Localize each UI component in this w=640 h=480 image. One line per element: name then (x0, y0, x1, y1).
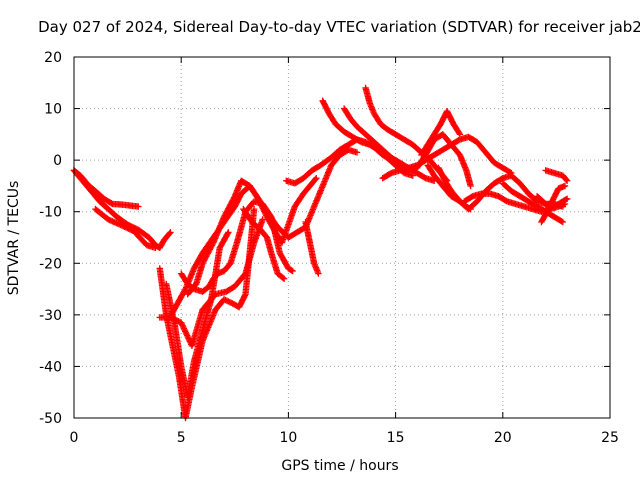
data-point-marker (280, 275, 288, 282)
grid-lines (74, 57, 610, 418)
data-point-marker (225, 298, 232, 305)
data-point-marker (180, 323, 187, 331)
data-point-marker (558, 218, 565, 225)
x-tick-label: 25 (601, 430, 619, 446)
y-tick-label: -10 (39, 205, 62, 221)
series-track-4 (156, 205, 258, 422)
data-point-marker (180, 325, 188, 332)
data-point-marker (455, 129, 463, 137)
x-tick-label: 5 (177, 430, 186, 446)
y-tick-label: -50 (39, 411, 62, 427)
y-tick-label: 10 (44, 102, 62, 118)
data-point-marker (184, 333, 192, 341)
data-point-marker (315, 270, 322, 277)
data-point-marker (224, 230, 231, 237)
series-track-22 (499, 180, 567, 226)
data-point-marker (178, 320, 186, 328)
x-tick-label: 20 (494, 430, 512, 446)
axes: 0 5 10 15 20 25 -50 -40 -30 -20 -10 0 10 20 (39, 50, 619, 446)
series-track-15 (362, 84, 451, 184)
data-point-marker (220, 296, 228, 303)
y-tick-label: -30 (39, 308, 62, 324)
data-point-marker (259, 216, 266, 223)
series-track-6 (162, 229, 232, 401)
y-tick-label: 0 (53, 153, 62, 169)
data-point-marker (166, 230, 173, 237)
data-point-marker (250, 205, 258, 213)
y-tick-label: -40 (39, 359, 62, 375)
series-track-9 (184, 146, 361, 298)
data-point-marker (183, 330, 190, 338)
data-point-marker (135, 203, 142, 210)
series-track-2 (70, 167, 174, 252)
data-point-marker (181, 326, 188, 334)
data-point-marker (223, 297, 231, 304)
data-point-marker (456, 131, 464, 138)
series-track-5 (156, 216, 266, 349)
data-point-marker (289, 267, 296, 275)
x-tick-label: 10 (279, 430, 297, 446)
data-point-marker (152, 244, 159, 252)
x-tick-label: 15 (387, 430, 405, 446)
data-series (70, 84, 571, 422)
data-point-marker (222, 296, 229, 304)
data-point-marker (226, 298, 233, 306)
data-point-marker (563, 177, 571, 184)
series-track-11 (302, 218, 322, 277)
data-point-marker (182, 329, 190, 336)
data-point-marker (179, 322, 186, 329)
plot-frame (73, 56, 611, 419)
data-point-marker (209, 240, 216, 248)
series-track-3 (92, 205, 159, 252)
data-point-marker (559, 218, 567, 226)
y-tick-label: -20 (39, 256, 62, 272)
series-track-1 (70, 167, 142, 210)
y-axis-label: SDTVAR / TECUs (6, 181, 22, 296)
data-point-marker (467, 182, 474, 190)
data-point-marker (563, 176, 570, 183)
data-point-marker (353, 149, 361, 156)
series-track-24 (542, 167, 571, 184)
y-tick-label: 20 (44, 50, 62, 66)
chart-title: Day 027 of 2024, Sidereal Day-to-day VTE… (38, 18, 640, 36)
data-point-marker (167, 229, 174, 236)
data-point-marker (561, 182, 569, 190)
data-point-marker (313, 174, 320, 182)
data-point-marker (182, 328, 189, 335)
data-point-marker (563, 195, 571, 203)
data-point-marker (184, 332, 191, 339)
data-point-marker (178, 319, 185, 326)
data-point-marker (225, 229, 232, 236)
series-track-10 (240, 205, 288, 282)
data-point-marker (279, 274, 287, 282)
series-track-25 (533, 193, 571, 210)
data-point-marker (312, 176, 319, 183)
data-point-marker (185, 335, 192, 342)
series-track-18 (418, 107, 464, 159)
x-axis-label: GPS time / hours (281, 458, 398, 474)
x-tick-label: 0 (70, 430, 79, 446)
